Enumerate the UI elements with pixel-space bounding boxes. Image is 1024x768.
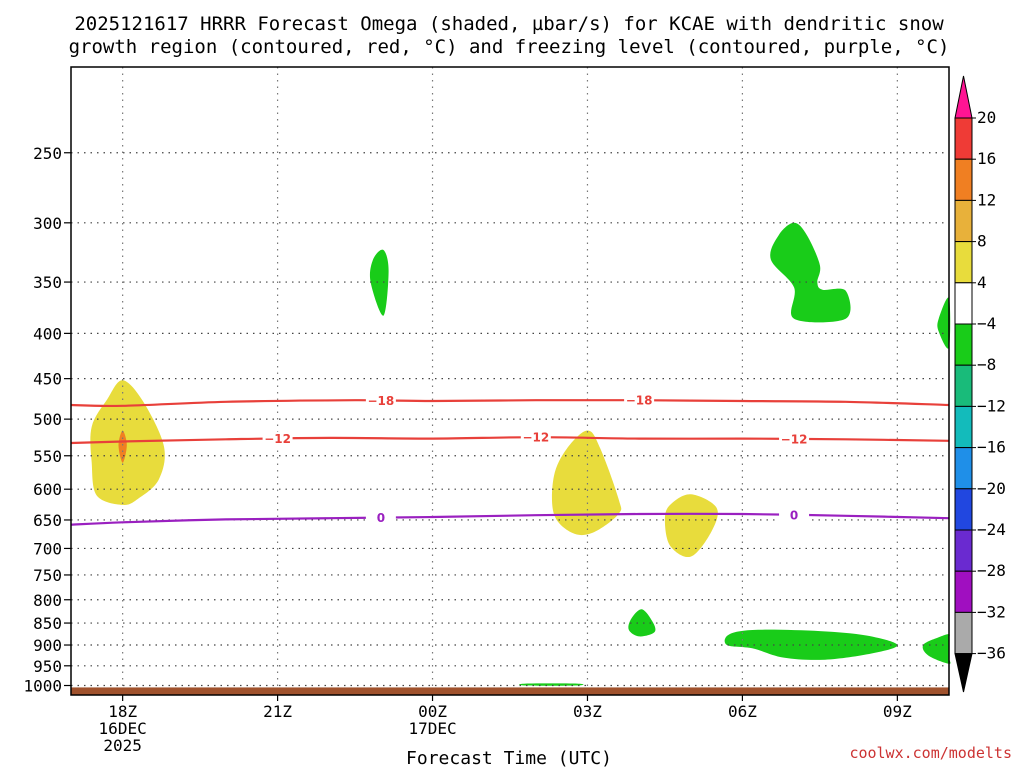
x-tick-label-09Z-0: 09Z (883, 702, 912, 721)
omega-green-low-10z (922, 634, 951, 664)
colorbar-label-9: −20 (977, 479, 1006, 498)
plot-frame (70, 66, 950, 696)
y-tick-label-450: 450 (33, 370, 62, 389)
dgz-minus-12-label-bg-2 (779, 431, 810, 446)
colorbar-segment-6 (954, 364, 973, 407)
y-tick-label-300: 300 (33, 214, 62, 233)
colorbar-segment-12 (954, 611, 973, 655)
x-tick-label-18Z-0: 18Z (108, 702, 137, 721)
omega-orange-18z (118, 430, 127, 463)
dgz-minus-18-line (70, 399, 950, 408)
dgz-minus-12-label-1: −12 (522, 431, 549, 445)
y-tick-label-250: 250 (33, 144, 62, 163)
chart-title-line2: growth region (contoured, red, °C) and f… (69, 36, 950, 58)
colorbar-top-arrow (954, 75, 973, 119)
colorbar-segment-1 (954, 158, 973, 201)
omega-green-upper-2030z (369, 249, 389, 316)
colorbar-segment-10 (954, 529, 973, 572)
y-tick-label-350: 350 (33, 273, 62, 292)
plot-area (71, 67, 949, 695)
omega-colorbar: 20 16 12 8 4 −4 −8 −12 −16 −20 −24 −28 −32 −36 (954, 75, 1006, 693)
omega-green-upper-07z (770, 222, 851, 323)
y-tick-label-650: 650 (33, 511, 62, 530)
colorbar-segment-3 (954, 241, 973, 284)
colorbar-segment-0 (954, 117, 973, 160)
colorbar-label-5: −4 (977, 314, 996, 333)
omega-green-low-06z (724, 629, 898, 660)
dgz-minus-18-label-0: −18 (367, 394, 394, 408)
y-tick-label-950: 950 (33, 657, 62, 676)
gridlines (71, 67, 949, 695)
colorbar-segment-7 (954, 405, 973, 449)
x-tick-label-21Z-0: 21Z (263, 702, 292, 721)
colorbar-label-4: 4 (977, 273, 987, 292)
y-tick-label-750: 750 (33, 566, 62, 585)
omega-yellow-18z (90, 380, 165, 505)
colorbar-label-12: −32 (977, 602, 1006, 621)
y-tick-label-550: 550 (33, 447, 62, 466)
colorbar-segment-11 (954, 570, 973, 613)
dgz-minus-18-label-bg-1 (624, 393, 655, 408)
temperature-contours: −18 −18 −12 −12 −12 0 0 (70, 393, 950, 526)
y-tick-label-800: 800 (33, 591, 62, 610)
ground-surface (71, 687, 949, 695)
colorbar-label-1: 16 (977, 149, 996, 168)
dgz-minus-18-label-1: −18 (626, 394, 653, 408)
dgz-minus-12-label-bg-1 (520, 430, 551, 445)
colorbar-label-13: −36 (977, 644, 1006, 663)
colorbar-label-10: −24 (977, 520, 1006, 539)
colorbar-bottom-arrow (954, 653, 973, 693)
dgz-minus-12-label-2: −12 (781, 432, 808, 446)
dgz-minus-12-label-0: −12 (264, 432, 291, 446)
x-tick-label-00Z-1: 17DEC (408, 719, 456, 738)
colorbar-segment-2 (954, 199, 973, 243)
y-tick-label-500: 500 (33, 410, 62, 429)
x-tick-label-18Z-1: 16DEC (99, 719, 147, 738)
colorbar-label-0: 20 (977, 108, 996, 127)
omega-yellow-03z (551, 430, 622, 536)
omega-shaded-regions (90, 222, 951, 686)
freezing-level-0-label-0: 0 (377, 511, 385, 525)
credit-text: coolwx.com/modelts (849, 744, 1012, 762)
colorbar-label-6: −8 (977, 355, 996, 374)
chart-title-line1: 2025121617 HRRR Forecast Omega (shaded, … (74, 13, 944, 35)
x-tick-label-00Z-0: 00Z (418, 702, 447, 721)
x-axis-label: Forecast Time (UTC) (406, 748, 612, 768)
colorbar-label-2: 12 (977, 190, 996, 209)
x-tick-label-06Z-0: 06Z (728, 702, 757, 721)
colorbar-label-11: −28 (977, 561, 1006, 580)
y-tick-label-850: 850 (33, 614, 62, 633)
colorbar-segment-9 (954, 488, 973, 531)
y-tick-label-900: 900 (33, 636, 62, 655)
freezing-level-0-label-bg-0 (365, 510, 396, 525)
plot-border (70, 66, 950, 696)
omega-green-upper-right (937, 297, 951, 349)
omega-green-low-04z (628, 609, 656, 637)
pressure-axis: 250 300 350 400 450 500 550 600 650 700 750 800 850 9… (23, 144, 71, 696)
dgz-minus-18-label-bg-0 (365, 393, 396, 408)
y-tick-label-400: 400 (33, 324, 62, 343)
colorbar-segment-5 (954, 323, 973, 366)
omega-yellow-05z (664, 494, 718, 558)
freezing-level-0-label-bg-1 (779, 507, 810, 522)
colorbar-segment-8 (954, 447, 973, 490)
x-tick-label-18Z-2: 2025 (103, 736, 142, 755)
freezing-level-0-label-1: 0 (790, 508, 798, 522)
y-tick-label-1000: 1000 (23, 677, 62, 696)
colorbar-label-8: −16 (977, 438, 1006, 457)
colorbar-segment-4 (954, 282, 973, 325)
omega-green-sliver-02z (519, 683, 584, 686)
colorbar-label-3: 8 (977, 232, 987, 251)
ground-fill (71, 687, 949, 695)
y-tick-label-600: 600 (33, 480, 62, 499)
x-tick-label-03Z-0: 03Z (573, 702, 602, 721)
y-tick-label-700: 700 (33, 539, 62, 558)
colorbar-label-7: −12 (977, 396, 1006, 415)
plot-background (71, 67, 949, 695)
dgz-minus-12-label-bg-0 (262, 431, 293, 446)
